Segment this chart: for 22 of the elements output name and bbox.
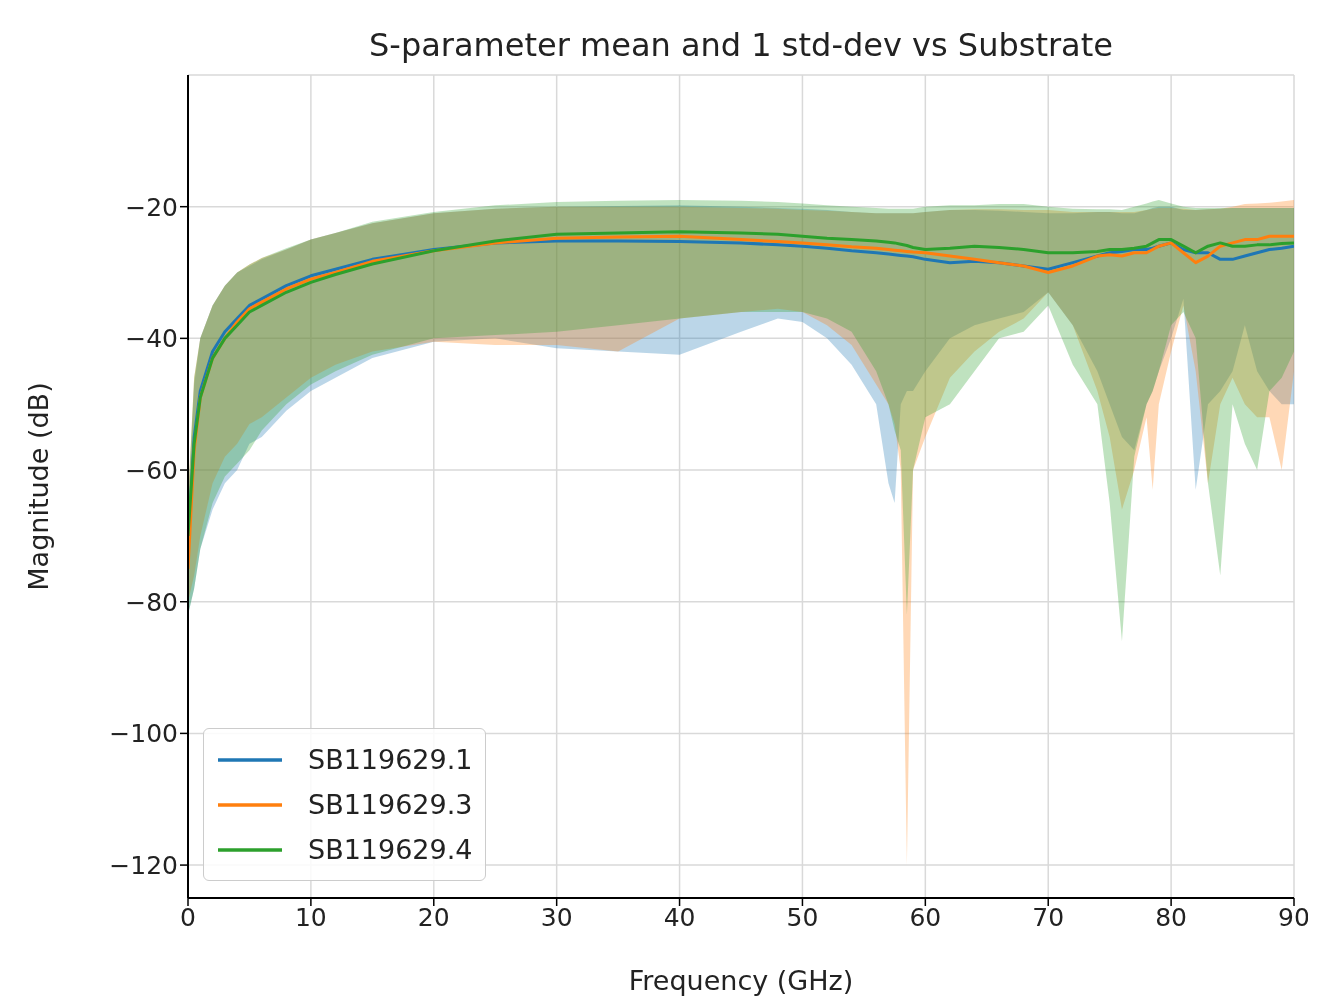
x-tick-label: 20 — [417, 902, 450, 932]
y-tick-label: −100 — [109, 719, 178, 749]
y-tick-label: −60 — [125, 455, 178, 485]
x-tick-label: 30 — [540, 902, 573, 932]
y-tick-label: −80 — [125, 587, 178, 617]
legend-label: SB119629.4 — [308, 834, 473, 865]
y-tick-label: −20 — [125, 192, 178, 222]
legend-label: SB119629.3 — [308, 789, 473, 820]
x-tick-label: 90 — [1278, 902, 1310, 932]
legend-label: SB119629.1 — [308, 744, 473, 775]
x-tick-label: 10 — [294, 902, 327, 932]
x-tick-label: 0 — [180, 902, 196, 932]
x-axis-title: Frequency (GHz) — [628, 965, 854, 996]
x-tick-label: 60 — [909, 902, 942, 932]
x-tick-label: 40 — [663, 902, 696, 932]
chart-title: S-parameter mean and 1 std-dev vs Substrate — [368, 26, 1114, 64]
y-tick-label: −40 — [125, 324, 178, 354]
x-tick-label: 70 — [1032, 902, 1065, 932]
y-axis-title: Magnitude (dB) — [22, 382, 54, 591]
x-tick-label: 50 — [786, 902, 819, 932]
x-tick-label: 80 — [1155, 902, 1188, 932]
y-tick-label: −120 — [109, 850, 178, 880]
